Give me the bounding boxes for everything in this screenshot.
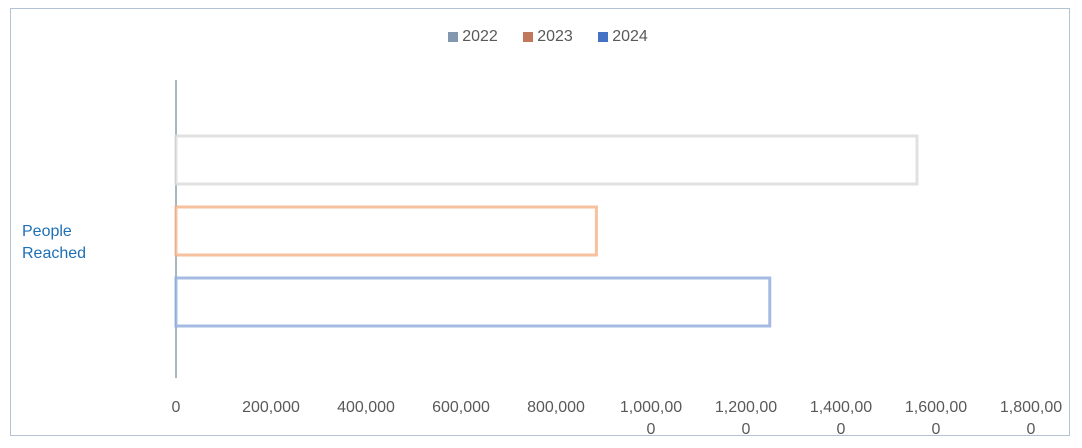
legend-item: 2024 [598,26,649,48]
x-tick-label: 800,000 [527,399,585,416]
legend-swatch [523,32,533,42]
x-tick-label: 0 [171,399,181,416]
x-tick-label: 400,000 [337,399,395,416]
x-tick-label: 600,000 [432,399,490,416]
legend-swatch [448,32,458,42]
legend-label: 2024 [612,28,648,45]
legend-item: 2022 [448,26,499,48]
bar [174,205,598,257]
legend-label: 2022 [462,28,498,45]
legend-swatch [598,32,608,42]
category-label: People Reached [22,223,87,262]
x-tick-label: 1,000,000 [619,399,683,438]
x-tick-label: 1,600,000 [904,399,968,438]
x-tick-label: 200,000 [242,399,300,416]
bar [174,276,772,328]
legend-item: 2023 [523,26,574,48]
x-tick-label: 1,200,000 [714,399,778,438]
x-tick-label: 1,800,000 [999,399,1063,438]
x-tick-label: 1,400,000 [809,399,873,438]
chart-frame [10,8,1070,436]
legend-label: 2023 [537,28,573,45]
bar [174,134,919,186]
